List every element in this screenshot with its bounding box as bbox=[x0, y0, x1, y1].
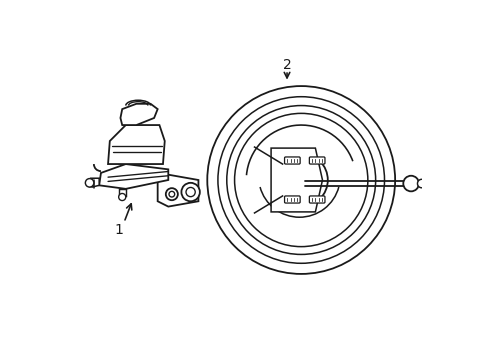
FancyBboxPatch shape bbox=[284, 157, 300, 164]
Polygon shape bbox=[99, 164, 168, 189]
Circle shape bbox=[274, 153, 327, 207]
Text: 2: 2 bbox=[282, 58, 291, 72]
FancyBboxPatch shape bbox=[309, 157, 325, 164]
Circle shape bbox=[403, 176, 418, 192]
Circle shape bbox=[181, 183, 200, 201]
Text: 1: 1 bbox=[114, 222, 123, 237]
Circle shape bbox=[169, 192, 174, 197]
Circle shape bbox=[119, 193, 125, 201]
Polygon shape bbox=[120, 104, 157, 125]
Circle shape bbox=[85, 179, 94, 187]
FancyBboxPatch shape bbox=[309, 196, 325, 203]
Polygon shape bbox=[108, 125, 164, 164]
Polygon shape bbox=[270, 148, 322, 212]
Circle shape bbox=[417, 179, 425, 188]
FancyBboxPatch shape bbox=[284, 196, 300, 203]
Polygon shape bbox=[90, 178, 99, 187]
Circle shape bbox=[207, 86, 394, 274]
Polygon shape bbox=[157, 175, 198, 207]
Polygon shape bbox=[119, 189, 125, 196]
Circle shape bbox=[185, 188, 195, 197]
Circle shape bbox=[165, 188, 178, 200]
